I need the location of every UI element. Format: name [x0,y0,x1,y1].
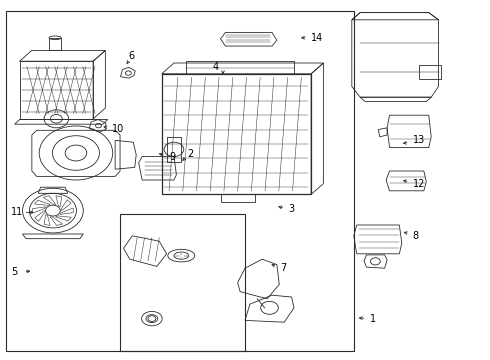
Text: 10: 10 [112,124,124,134]
Text: 3: 3 [288,204,294,214]
Bar [120,214,245,351]
Text: 12: 12 [413,179,425,189]
Text: 1: 1 [370,314,376,324]
Bar [6,11,354,351]
Text: 11: 11 [11,207,23,217]
Text: 9: 9 [169,152,175,162]
Text: 7: 7 [280,263,287,273]
Text: 13: 13 [413,135,425,145]
Text: 2: 2 [187,149,193,159]
Text: 5: 5 [11,267,17,277]
Text: 6: 6 [128,51,134,61]
Text: 4: 4 [213,62,219,72]
Text: 14: 14 [311,33,323,43]
Text: 8: 8 [413,231,418,241]
